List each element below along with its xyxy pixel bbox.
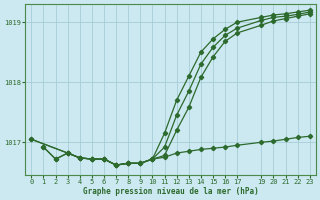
X-axis label: Graphe pression niveau de la mer (hPa): Graphe pression niveau de la mer (hPa) <box>83 187 259 196</box>
